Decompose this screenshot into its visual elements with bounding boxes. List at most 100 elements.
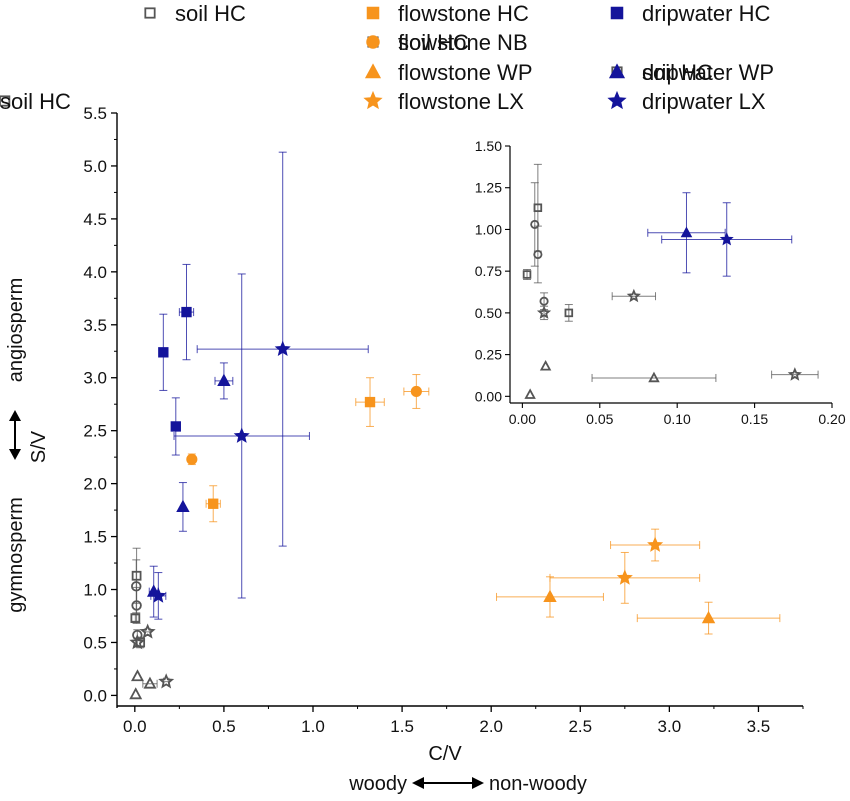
data-point xyxy=(129,634,146,650)
legend-label: soil HC xyxy=(398,30,469,55)
data-point xyxy=(549,551,701,604)
series-soil-wp xyxy=(524,359,717,399)
marker-triangle xyxy=(143,676,157,689)
legend-item-soil-hc: soil HC xyxy=(0,89,71,114)
data-point xyxy=(196,151,369,547)
x-double-arrow xyxy=(412,777,484,789)
legend-item-flowstone-hc: flowstone HC xyxy=(366,1,529,26)
marker-star xyxy=(158,673,175,689)
data-point xyxy=(170,397,181,456)
y-tick-label: 0.5 xyxy=(83,633,107,652)
data-point xyxy=(178,263,195,361)
marker-circle xyxy=(131,600,142,611)
data-point xyxy=(533,225,543,284)
y-annotation-high-group: angiosperm xyxy=(5,278,27,383)
data-point xyxy=(130,613,141,623)
legend-item-flowstone-wp: flowstone WP xyxy=(364,60,533,85)
marker-star xyxy=(233,427,250,443)
inset-y-tick-label: 1.50 xyxy=(475,138,502,154)
legend-item-dripwater-wp: dripwater WP xyxy=(608,60,774,85)
marker-triangle xyxy=(543,589,557,603)
marker-star xyxy=(616,569,633,585)
data-point xyxy=(214,362,234,400)
x-tick-label: 0.5 xyxy=(212,717,236,736)
y-axis-annotation-low: gymnosperm xyxy=(5,497,27,613)
data-point xyxy=(771,367,819,381)
legend: soil HC soil HC soil HC soil HC flowstone HC… xyxy=(0,1,774,114)
y-tick-label: 1.0 xyxy=(83,581,107,600)
x-tick-label: 2.0 xyxy=(479,717,503,736)
legend-item-dripwater-hc: dripwater HC xyxy=(610,1,770,26)
marker-square xyxy=(564,308,574,318)
series-soil-lx xyxy=(129,623,175,689)
legend-marker xyxy=(607,90,627,110)
legend-marker xyxy=(610,6,624,20)
inset-x-tick-label: 0.20 xyxy=(818,411,845,427)
data-point xyxy=(647,192,726,274)
marker-square xyxy=(170,421,181,432)
x-tick-label: 0.0 xyxy=(123,717,147,736)
marker-triangle xyxy=(129,687,143,700)
marker-star xyxy=(129,634,146,650)
y-tick-label: 4.5 xyxy=(83,210,107,229)
data-point xyxy=(496,576,604,618)
legend-marker xyxy=(608,63,626,79)
y-tick-label: 3.5 xyxy=(83,316,107,335)
x-tick-label: 1.0 xyxy=(301,717,325,736)
legend-marker xyxy=(366,35,380,49)
x-tick-label: 3.5 xyxy=(747,717,771,736)
main-plot: 0.0 0.5 1.0 1.5 2.0 2.5 3.0 3.5 4.0 4.5 5.0 5.5 0.0 0… xyxy=(5,104,804,795)
inset-x-tick-label: 0.05 xyxy=(586,411,613,427)
data-point xyxy=(158,313,169,391)
legend-item-dripwater-lx: dripwater LX xyxy=(607,89,766,114)
legend-label: soil HC xyxy=(642,60,713,85)
legend-marker xyxy=(363,90,383,110)
data-point xyxy=(130,669,144,682)
marker-circle xyxy=(410,385,422,398)
marker-star xyxy=(150,587,167,603)
inset-x-tick-label: 0.10 xyxy=(664,411,691,427)
data-point xyxy=(564,304,574,322)
y-tick-label: 1.5 xyxy=(83,528,107,547)
marker-star xyxy=(536,305,552,319)
inset-x-tick-label: 0.00 xyxy=(509,411,536,427)
legend-label: dripwater LX xyxy=(642,89,766,114)
data-point xyxy=(205,485,221,523)
y-tick-label: 5.5 xyxy=(83,104,107,123)
marker-square xyxy=(130,613,141,623)
y-tick-label: 2.5 xyxy=(83,422,107,441)
series-soil-lx xyxy=(536,288,819,381)
series-flowstone-lx xyxy=(549,528,701,604)
marker-star xyxy=(719,232,734,246)
data-point xyxy=(591,371,717,383)
marker-triangle xyxy=(539,359,552,371)
data-point xyxy=(536,305,552,321)
legend-label: dripwater HC xyxy=(642,1,770,26)
data-point xyxy=(661,202,793,277)
marker-square xyxy=(522,270,532,279)
series-soil-wp xyxy=(129,669,158,700)
marker-circle xyxy=(186,453,198,465)
legend-marker xyxy=(0,95,11,107)
legend-marker xyxy=(364,63,382,79)
legend-label: flowstone LX xyxy=(398,89,524,114)
series-dripwater-wp xyxy=(647,192,726,274)
inset-x-tick-label: 0.15 xyxy=(741,411,768,427)
marker-triangle xyxy=(701,610,716,624)
data-point xyxy=(355,377,385,427)
inset-y-tick-label: 0.75 xyxy=(475,263,502,279)
series-dripwater-hc xyxy=(158,263,195,456)
marker-square xyxy=(158,347,169,358)
series-dripwater-wp xyxy=(146,362,234,618)
marker-star xyxy=(647,536,664,552)
y-tick-label: 4.0 xyxy=(83,263,107,282)
y-tick-label: 5.0 xyxy=(83,157,107,176)
y-tick-label: 3.0 xyxy=(83,369,107,388)
marker-square xyxy=(208,498,219,509)
y-tick-label: 2.0 xyxy=(83,475,107,494)
y-annotation-low-group: gymnosperm xyxy=(5,497,27,613)
marker-star xyxy=(626,288,641,303)
inset-y-tick-label: 0.00 xyxy=(475,388,502,404)
series-soil-nb xyxy=(530,182,549,311)
data-point xyxy=(176,482,190,532)
